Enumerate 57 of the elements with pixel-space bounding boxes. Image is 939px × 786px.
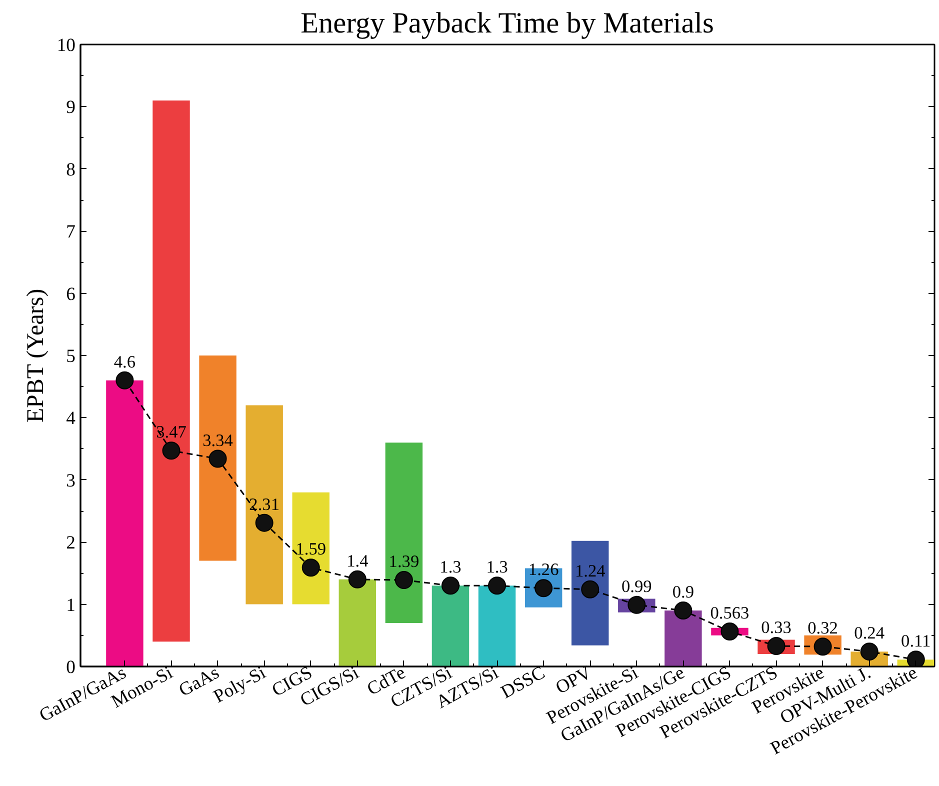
bar xyxy=(246,405,283,604)
bar xyxy=(292,492,330,604)
bar xyxy=(338,579,376,666)
data-label: 1.4 xyxy=(346,551,369,570)
point xyxy=(767,636,786,655)
bar xyxy=(106,380,144,666)
y-tick-label: 10 xyxy=(56,35,76,56)
bar xyxy=(478,586,516,666)
y-tick-label: 6 xyxy=(66,284,76,305)
data-label: 0.99 xyxy=(621,576,652,596)
data-label: 0.24 xyxy=(854,624,885,643)
data-label: 0.33 xyxy=(761,618,792,637)
point xyxy=(720,622,739,640)
bar xyxy=(432,586,470,666)
bar xyxy=(664,610,702,666)
point xyxy=(208,450,227,468)
y-tick-label: 9 xyxy=(66,97,76,118)
point xyxy=(162,442,180,460)
data-label: 1.39 xyxy=(388,552,420,572)
chart-title: Energy Payback Time by Materials xyxy=(300,8,714,40)
y-tick-label: 7 xyxy=(66,222,76,243)
data-label: 0.11 xyxy=(901,632,931,651)
point xyxy=(116,371,134,390)
y-tick-label: 5 xyxy=(66,346,76,367)
point xyxy=(674,602,692,620)
point xyxy=(860,642,878,661)
point xyxy=(628,596,646,614)
data-label: 1.59 xyxy=(296,540,326,559)
data-label: 0.9 xyxy=(672,582,694,602)
data-label: 0.563 xyxy=(710,603,750,622)
point xyxy=(906,650,925,666)
point xyxy=(348,570,366,588)
bar xyxy=(152,100,190,642)
point xyxy=(255,514,274,532)
y-tick-label: 1 xyxy=(66,594,76,616)
data-label: 1.3 xyxy=(486,558,508,577)
y-tick-label: 8 xyxy=(66,159,76,180)
y-tick-label: 3 xyxy=(66,470,76,492)
point xyxy=(394,571,413,590)
y-axis-title: EPBT (Years) xyxy=(22,288,49,423)
x-tick-label: DSSC xyxy=(498,662,549,704)
y-tick-label: 2 xyxy=(66,532,76,554)
point xyxy=(581,580,600,598)
bar xyxy=(199,356,236,561)
y-tick-label: 4 xyxy=(66,408,76,430)
point xyxy=(488,576,506,595)
data-label: 2.31 xyxy=(249,494,280,514)
bar xyxy=(571,540,609,646)
data-label: 0.32 xyxy=(808,618,838,638)
data-label: 3.47 xyxy=(156,422,187,442)
data-label: 1.3 xyxy=(440,558,462,577)
data-label: 3.34 xyxy=(202,430,234,450)
point xyxy=(441,576,460,595)
point xyxy=(302,558,320,577)
bar xyxy=(385,442,423,623)
data-label: 1.24 xyxy=(574,561,606,580)
data-label: 4.6 xyxy=(114,352,136,372)
